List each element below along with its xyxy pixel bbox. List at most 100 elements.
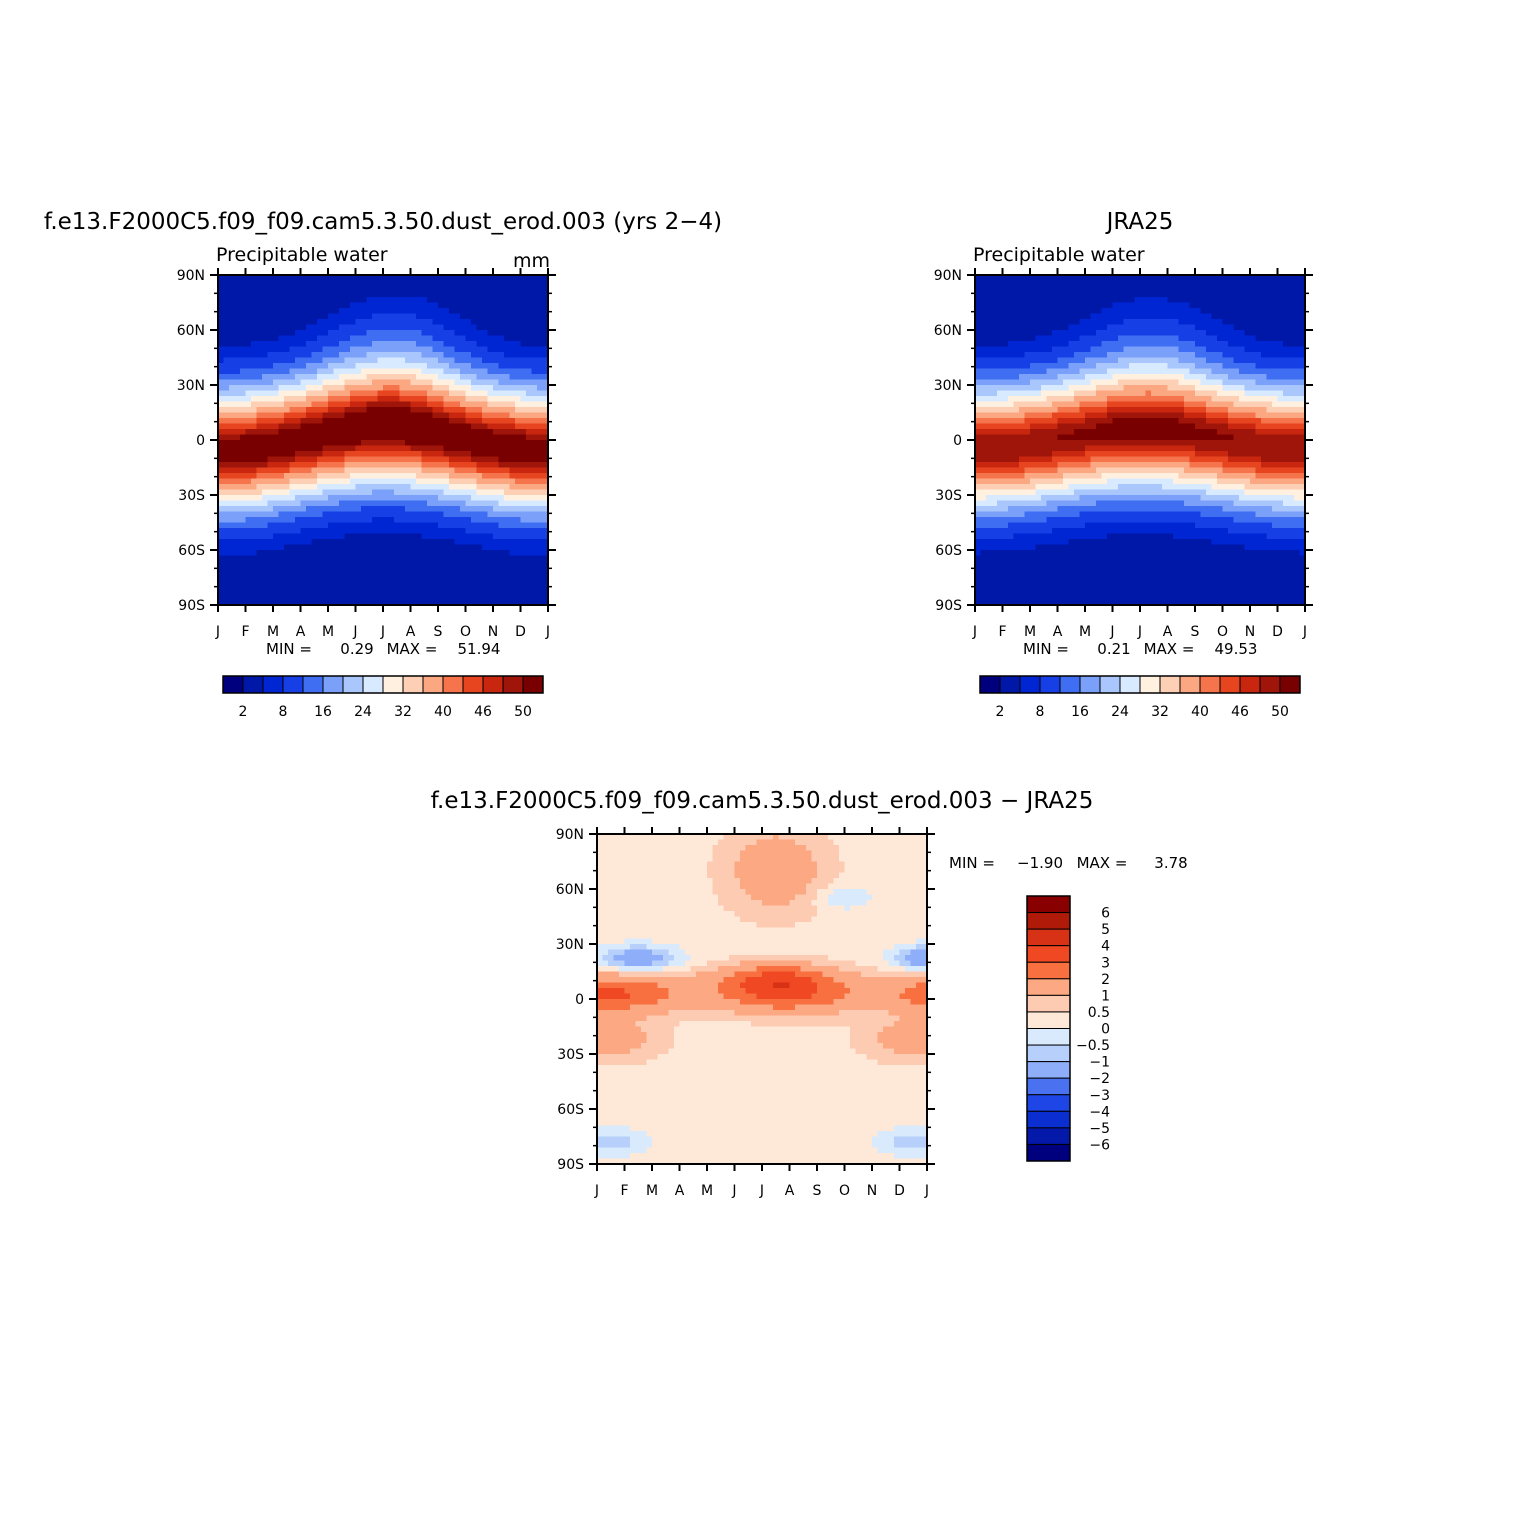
model-field-cell — [224, 385, 230, 391]
model-field-cell — [444, 567, 450, 573]
model-field-cell — [389, 506, 395, 512]
model-field-cell — [334, 292, 340, 298]
model-field-cell — [306, 506, 312, 512]
model-field-cell — [471, 424, 477, 430]
model-field-cell — [394, 424, 400, 430]
model-field-cell — [378, 479, 384, 485]
model-field-cell — [251, 363, 257, 369]
model-field-cell — [449, 336, 455, 342]
jra25-field-cell — [1261, 319, 1267, 325]
model-field-cell — [273, 292, 279, 298]
model-field-cell — [455, 506, 461, 512]
model-field-cell — [411, 281, 417, 287]
jra25-field-cell — [997, 319, 1003, 325]
model-field-cell — [466, 418, 472, 424]
model-field-cell — [526, 303, 532, 309]
model-field-cell — [251, 369, 257, 375]
model-field-cell — [493, 303, 499, 309]
model-field-cell — [444, 572, 450, 578]
model-field-cell — [229, 506, 235, 512]
model-field-cell — [537, 396, 543, 402]
model-field-cell — [400, 506, 406, 512]
jra25-field-cell — [1245, 385, 1251, 391]
model-field-cell — [284, 462, 290, 468]
model-field-cell — [273, 402, 279, 408]
jra25-field-cell — [1162, 374, 1168, 380]
model-field-cell — [356, 314, 362, 320]
model-field-cell — [427, 572, 433, 578]
jra25-field-cell — [1223, 330, 1229, 336]
model-field-cell — [444, 418, 450, 424]
model-field-cell — [251, 462, 257, 468]
jra25-field-cell — [1267, 385, 1273, 391]
model-field-cell — [466, 281, 472, 287]
model-field-cell — [235, 501, 241, 507]
model-field-cell — [488, 347, 494, 353]
model-field-cell — [224, 396, 230, 402]
model-field-cell — [394, 506, 400, 512]
jra25-field-cell — [1294, 292, 1300, 298]
model-field-cell — [328, 451, 334, 457]
model-field-cell — [328, 424, 334, 430]
model-field-cell — [334, 490, 340, 496]
model-field-cell — [422, 297, 428, 303]
model-field-cell — [240, 468, 246, 474]
model-field-cell — [279, 385, 285, 391]
model-field-cell — [389, 429, 395, 435]
model-field-cell — [317, 374, 323, 380]
model-field-cell — [493, 402, 499, 408]
jra25-field-cell — [1063, 363, 1069, 369]
jra25-field-cell — [1179, 374, 1185, 380]
model-field-cell — [438, 424, 444, 430]
jra25-field-cell — [986, 297, 992, 303]
model-field-cell — [284, 396, 290, 402]
model-field-cell — [383, 446, 389, 452]
model-field-cell — [422, 440, 428, 446]
model-field-cell — [229, 512, 235, 518]
model-field-cell — [477, 594, 483, 600]
model-field-cell — [427, 468, 433, 474]
model-colorbar: 2 8 16 24 32 40 46 50 — [223, 676, 543, 720]
model-field-cell — [438, 451, 444, 457]
model-field-cell — [268, 594, 274, 600]
model-field-cell — [268, 440, 274, 446]
model-field-cell — [444, 325, 450, 331]
jra25-field-cell — [1085, 358, 1091, 364]
model-field-cell — [279, 572, 285, 578]
model-field-cell — [411, 407, 417, 413]
jra25-field-cell — [1289, 358, 1295, 364]
jra25-field-cell — [1151, 325, 1157, 331]
model-field-cell — [411, 457, 417, 463]
model-field-cell — [224, 292, 230, 298]
model-field-cell — [345, 490, 351, 496]
model-field-cell — [290, 336, 296, 342]
model-field-cell — [482, 424, 488, 430]
model-field-cell — [422, 380, 428, 386]
model-field-cell — [438, 308, 444, 314]
model-field-cell — [334, 550, 340, 556]
model-field-cell — [301, 462, 307, 468]
model-field-cell — [466, 407, 472, 413]
model-field-cell — [515, 572, 521, 578]
model-field-cell — [449, 517, 455, 523]
jra25-field-cell — [1102, 303, 1108, 309]
model-field-cell — [224, 330, 230, 336]
model-field-cell — [488, 363, 494, 369]
jra25-field-cell — [1085, 347, 1091, 353]
model-field-cell — [482, 534, 488, 540]
model-field-cell — [444, 286, 450, 292]
model-field-cell — [521, 330, 527, 336]
jra25-field-cell — [1195, 303, 1201, 309]
jra25-field-cell — [1140, 380, 1146, 386]
model-field-cell — [460, 440, 466, 446]
model-field-cell — [317, 567, 323, 573]
jra25-field-cell — [1118, 385, 1124, 391]
model-field-cell — [532, 501, 538, 507]
model-field-cell — [268, 550, 274, 556]
model-field-cell — [295, 594, 301, 600]
jra25-field-cell — [1267, 303, 1273, 309]
jra25-field-cell — [1212, 297, 1218, 303]
model-field-cell — [460, 512, 466, 518]
model-field-cell — [515, 539, 521, 545]
model-field-cell — [235, 281, 241, 287]
